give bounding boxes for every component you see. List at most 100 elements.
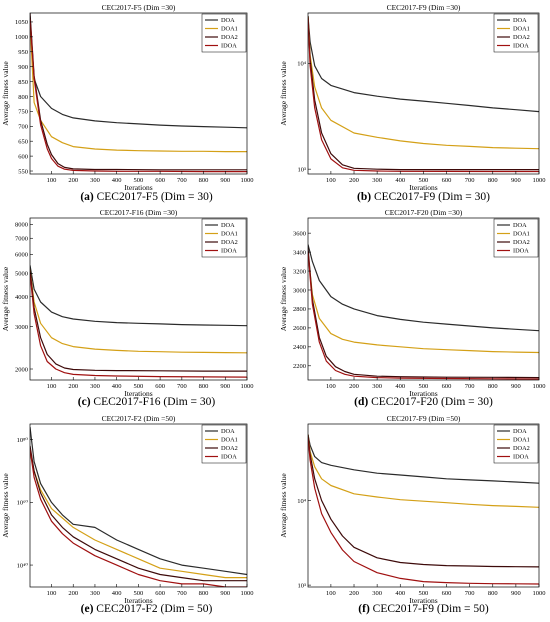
series-line-doa: [30, 427, 247, 576]
x-tick-label: 800: [199, 177, 209, 184]
y-tick-label: 10⁴⁰: [17, 562, 29, 569]
x-axis-label: Iterations: [409, 389, 437, 398]
panel-caption-letter: (f): [358, 603, 370, 615]
x-tick-label: 100: [326, 590, 336, 597]
y-axis-label: Average fitness value: [279, 266, 288, 331]
chart-panel-5: CEC2017-F2 (Dim =50) 100 200 300 400 500 600 70…: [1, 414, 254, 615]
x-tick-label: 1000: [241, 383, 254, 390]
series-line-doa1: [308, 252, 539, 354]
x-tick-label: 900: [220, 177, 230, 184]
x-axis-label: Iterations: [409, 596, 437, 605]
legend-label-doa: DOA: [513, 428, 527, 435]
x-tick-label: 400: [112, 590, 122, 597]
x-tick-label: 1000: [533, 177, 546, 184]
x-tick-label: 300: [90, 177, 100, 184]
chart-title: CEC2017-F9 (Dim =30): [387, 3, 461, 12]
x-tick-label: 400: [395, 383, 405, 390]
panel-caption-letter: (e): [81, 603, 94, 615]
y-tick-label: 10⁸⁰: [17, 437, 29, 444]
series-line-doa1: [308, 16, 539, 150]
y-tick-label: 650: [18, 139, 28, 146]
y-tick-label: 2400: [293, 344, 306, 351]
panel-caption: (e) CEC2017-F2 (Dim = 50): [81, 603, 213, 615]
legend-label-doa2: DOA2: [221, 239, 238, 246]
legend-label-doa1: DOA1: [221, 26, 238, 33]
panel-caption-letter: (a): [80, 191, 94, 203]
x-tick-label: 400: [112, 177, 122, 184]
x-tick-label: 500: [419, 590, 429, 597]
x-tick-label: 300: [372, 383, 382, 390]
x-tick-label: 800: [199, 383, 209, 390]
y-tick-label: 3000: [15, 324, 28, 331]
series-line-doa2: [308, 16, 539, 171]
legend-label-doa: DOA: [513, 222, 527, 229]
series-group: [308, 244, 539, 380]
legend-label-doa2: DOA2: [513, 34, 530, 41]
panel-caption-letter: (b): [357, 191, 371, 203]
legend-label-doa1: DOA1: [513, 437, 530, 444]
legend-label-idoa: IDOA: [221, 248, 237, 255]
panel-caption: (c) CEC2017-F16 (Dim = 30): [78, 396, 216, 408]
chart-panel-4: CEC2017-F20 (Dim =30) 100 200 300 400 500 600 7…: [279, 208, 546, 408]
series-line-doa: [30, 265, 247, 327]
x-tick-label: 100: [47, 177, 57, 184]
y-tick-label: 3600: [293, 230, 306, 237]
x-tick-label: 900: [220, 590, 230, 597]
y-axis-label: Average fitness value: [1, 266, 10, 331]
legend-label-idoa: IDOA: [221, 43, 237, 50]
panel-caption: (a) CEC2017-F5 (Dim = 30): [80, 191, 213, 203]
y-tick-label: 600: [18, 153, 28, 160]
chart-title: CEC2017-F5 (Dim =30): [102, 3, 176, 12]
x-axis-label: Iterations: [409, 183, 437, 192]
x-tick-label: 600: [442, 383, 452, 390]
x-tick-label: 800: [488, 177, 498, 184]
y-tick-label: 950: [18, 49, 28, 56]
panel-caption-text: CEC2017-F16 (Dim = 30): [91, 396, 216, 408]
x-axis-label: Iterations: [124, 596, 152, 605]
series-line-doa1: [308, 434, 539, 508]
x-tick-label: 600: [155, 590, 165, 597]
x-tick-label: 500: [134, 177, 144, 184]
y-tick-label: 4000: [15, 294, 28, 301]
series-line-idoa: [30, 273, 247, 378]
y-tick-label: 900: [18, 64, 28, 71]
panel-caption-text: CEC2017-F9 (Dim = 30): [371, 191, 490, 203]
y-axis-label: Average fitness value: [1, 61, 10, 126]
y-axis-label: Average fitness value: [279, 473, 288, 538]
x-tick-label: 500: [134, 383, 144, 390]
y-tick-label: 2600: [293, 325, 306, 332]
x-tick-label: 200: [68, 590, 78, 597]
legend-label-idoa: IDOA: [513, 454, 529, 461]
x-axis-label: Iterations: [124, 183, 152, 192]
series-line-doa2: [30, 445, 247, 582]
x-tick-label: 800: [488, 590, 498, 597]
x-tick-label: 200: [349, 590, 359, 597]
chart-title: CEC2017-F20 (Dim =30): [385, 208, 463, 217]
x-tick-label: 1000: [533, 383, 546, 390]
legend-label-doa: DOA: [221, 428, 235, 435]
y-tick-label: 10⁴: [297, 498, 307, 505]
x-tick-label: 600: [442, 177, 452, 184]
panel-caption-letter: (c): [78, 396, 91, 408]
x-tick-label: 700: [465, 383, 475, 390]
x-tick-label: 400: [112, 383, 122, 390]
legend-label-doa: DOA: [221, 222, 235, 229]
x-tick-label: 1000: [241, 177, 254, 184]
x-tick-label: 700: [177, 383, 187, 390]
x-tick-label: 200: [349, 177, 359, 184]
panel-caption-text: CEC2017-F5 (Dim = 30): [94, 191, 213, 203]
chart-panel-3: CEC2017-F16 (Dim =30) 100 200 300 400 500 600 7…: [1, 208, 254, 408]
x-tick-label: 300: [90, 383, 100, 390]
y-tick-label: 700: [18, 124, 28, 131]
x-tick-label: 800: [199, 590, 209, 597]
panel-caption-text: CEC2017-F2 (Dim = 50): [93, 603, 212, 615]
x-tick-label: 500: [419, 383, 429, 390]
series-line-doa1: [30, 21, 247, 153]
x-tick-label: 400: [395, 177, 405, 184]
legend-label-doa2: DOA2: [513, 445, 530, 452]
